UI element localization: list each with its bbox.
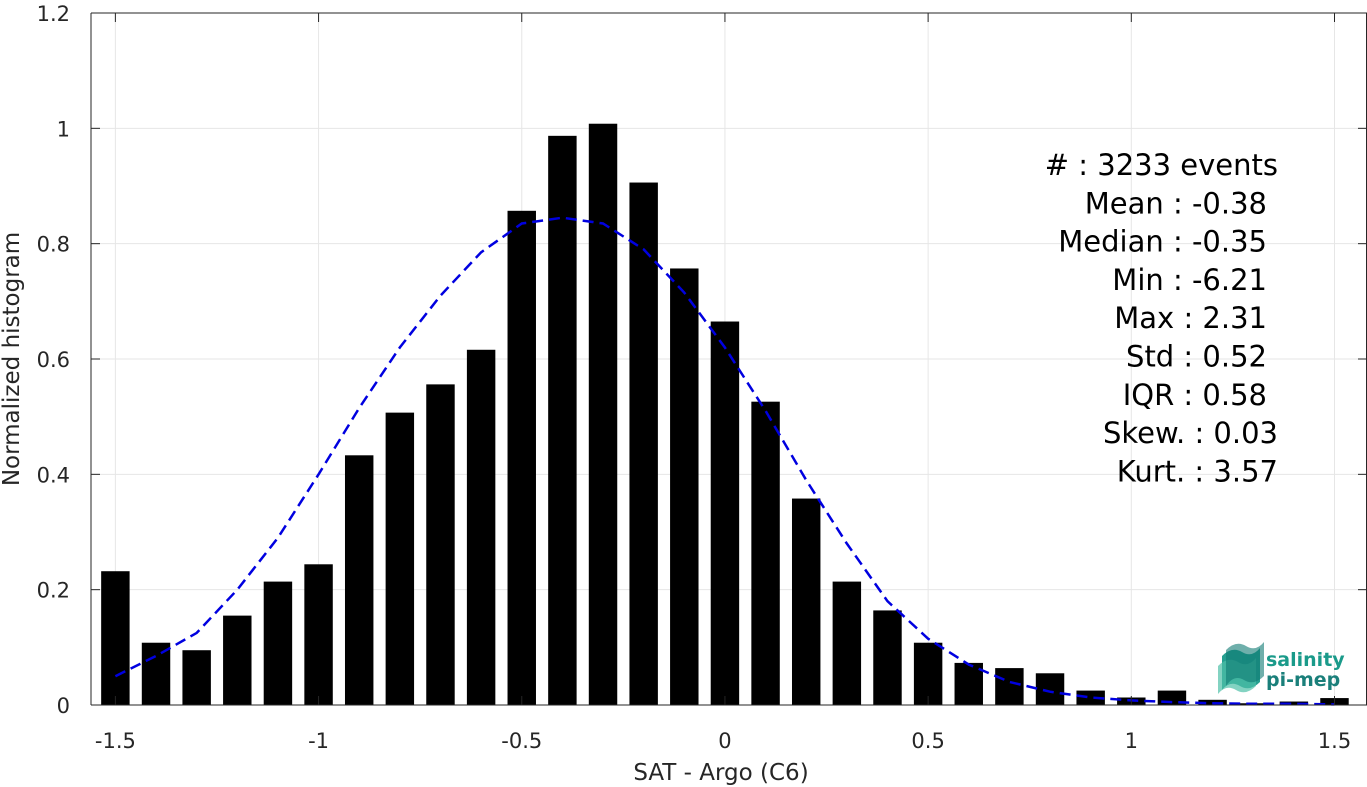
histogram-bars xyxy=(101,123,1349,706)
histogram-bar xyxy=(1076,690,1105,705)
histogram-bar xyxy=(588,123,618,706)
histogram-bar xyxy=(629,182,658,706)
histogram-bar xyxy=(304,564,333,705)
histogram-bar xyxy=(182,650,211,705)
histogram-bar xyxy=(670,268,699,705)
stat-line: Std : 0.52 xyxy=(1126,340,1267,374)
y-tick-label: 0.8 xyxy=(37,233,70,257)
histogram-bar xyxy=(913,642,943,705)
x-tick-label: -1.5 xyxy=(95,729,136,753)
stat-line: Median : -0.35 xyxy=(1058,225,1267,259)
histogram-bar xyxy=(832,581,862,705)
histogram-bar xyxy=(426,384,455,705)
stat-line: Kurt. : 3.57 xyxy=(1117,454,1278,488)
x-tick-labels: -1.5 -1 -0.5 0 0.5 1 1.5 xyxy=(95,729,1351,753)
y-tick-label: 1 xyxy=(57,117,70,141)
salinity-pi-mep-logo: salinity pi-mep xyxy=(1218,642,1345,694)
y-tick-label: 0.2 xyxy=(37,579,70,603)
histogram-bar xyxy=(548,135,577,705)
histogram-bar xyxy=(141,642,171,705)
histogram-bar xyxy=(791,498,821,705)
x-tick-label: 0 xyxy=(718,729,731,753)
stat-line: Max : 2.31 xyxy=(1114,301,1267,335)
x-tick-label: -1 xyxy=(308,729,329,753)
y-tick-label: 0 xyxy=(57,694,70,718)
x-tick-label: 0.5 xyxy=(911,729,944,753)
logo-line-1: salinity xyxy=(1266,649,1345,671)
y-tick-label: 0.4 xyxy=(37,463,70,487)
histogram-bar xyxy=(466,349,496,705)
stat-line: # : 3233 events xyxy=(1045,148,1278,182)
y-tick-label: 1.2 xyxy=(37,2,70,26)
histogram-bar xyxy=(101,571,130,705)
y-tick-labels: 0 0.2 0.4 0.6 0.8 1 1.2 xyxy=(37,2,70,718)
stat-line: IQR : 0.58 xyxy=(1123,378,1267,412)
x-tick-label: 1 xyxy=(1125,729,1138,753)
histogram-bar xyxy=(223,615,252,705)
histogram-bar xyxy=(344,455,374,705)
histogram-bar xyxy=(995,668,1024,705)
logo-wave-icon xyxy=(1218,642,1264,694)
stat-line: Min : -6.21 xyxy=(1112,263,1267,297)
statistics-box: # : 3233 events Mean : -0.38 Median : -0.3… xyxy=(1045,148,1278,488)
x-tick-label: -0.5 xyxy=(501,729,542,753)
histogram-bar xyxy=(873,610,902,705)
y-axis-label: Normalized histogram xyxy=(0,232,25,486)
histogram-bar xyxy=(385,412,415,705)
histogram-bar xyxy=(263,581,293,705)
histogram-bar xyxy=(710,321,740,705)
x-tick-label: 1.5 xyxy=(1318,729,1351,753)
histogram-bar xyxy=(1035,673,1065,705)
histogram-bar xyxy=(751,401,780,705)
histogram-bar xyxy=(1279,701,1309,705)
stat-line: Skew. : 0.03 xyxy=(1103,416,1278,450)
y-tick-label: 0.6 xyxy=(37,348,70,372)
histogram-bar xyxy=(507,210,536,705)
stat-line: Mean : -0.38 xyxy=(1085,186,1267,220)
x-axis-label: SAT - Argo (C6) xyxy=(633,760,808,786)
logo-line-2: pi-mep xyxy=(1266,669,1340,691)
